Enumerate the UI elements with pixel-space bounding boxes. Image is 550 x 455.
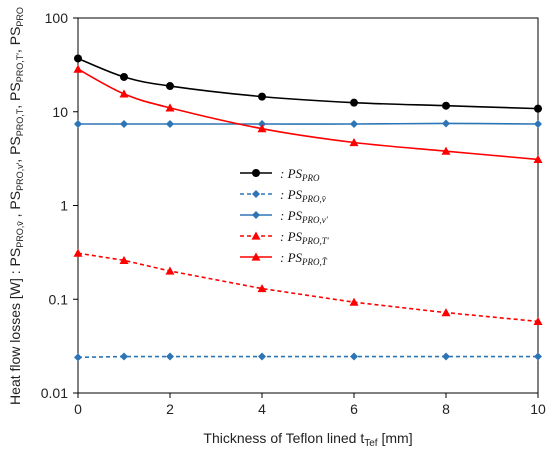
x-tick-label: 0 — [74, 401, 82, 417]
data-point — [533, 316, 543, 326]
data-point — [73, 64, 83, 73]
legend-entry: : PSPRO,v′ — [240, 208, 329, 225]
legend-label: : PSPRO — [280, 166, 320, 183]
legend-marker — [251, 252, 261, 261]
data-point — [74, 353, 82, 362]
legend-label: : PSPRO,v̄ — [280, 187, 326, 204]
data-point — [119, 89, 129, 98]
x-axis-title: Thickness of Teflon lined tTef [mm] — [203, 430, 412, 449]
legend-marker — [252, 169, 260, 177]
legend-marker — [252, 211, 260, 219]
legend-marker — [251, 231, 261, 240]
legend-label: : PSPRO,v′ — [280, 208, 329, 225]
x-tick-label: 2 — [166, 401, 174, 417]
series-1 — [74, 352, 542, 362]
data-point — [74, 120, 82, 129]
data-point — [166, 120, 174, 129]
y-tick-label: 1 — [60, 198, 68, 214]
data-point — [534, 120, 542, 129]
data-point — [166, 82, 174, 91]
data-point — [349, 297, 359, 306]
data-point — [120, 120, 128, 129]
series-line — [78, 122, 539, 125]
legend-entry: : PSPRO — [240, 166, 320, 183]
data-point — [441, 308, 451, 317]
legend-marker — [252, 190, 260, 198]
data-point — [534, 352, 542, 361]
series-0 — [74, 54, 542, 113]
x-tick-label: 10 — [530, 401, 546, 417]
data-point — [165, 266, 175, 275]
y-axis-title: Heat flow losses [W] : PSPRO,v̄ , PSPRO,… — [7, 7, 25, 405]
series-4 — [73, 64, 543, 164]
data-point — [120, 352, 128, 361]
data-point — [349, 137, 359, 147]
data-point — [166, 352, 174, 361]
legend-entry: : PSPRO,v̄ — [240, 187, 326, 204]
x-axis-ticks: 0 2 4 6 8 10 — [74, 393, 546, 417]
series-2 — [74, 119, 542, 129]
data-point — [442, 352, 450, 361]
y-tick-label: 0.01 — [41, 385, 68, 401]
y-tick-label: 10 — [52, 104, 68, 120]
x-tick-label: 8 — [442, 401, 450, 417]
legend-label: : PSPRO,T′ — [280, 229, 330, 246]
x-tick-label: 6 — [350, 401, 358, 417]
data-point — [257, 124, 267, 133]
series-layer — [73, 54, 543, 362]
data-point — [441, 146, 451, 155]
series-3 — [73, 248, 543, 326]
data-point — [73, 248, 83, 257]
plot-area — [77, 17, 539, 394]
data-point — [165, 103, 175, 112]
data-point — [442, 101, 450, 110]
legend-label: : PSPRO,T̄ — [280, 250, 328, 267]
data-point — [350, 98, 358, 107]
data-point — [257, 284, 267, 293]
data-point — [258, 92, 266, 101]
y-axis-ticks: 0.01 0.1 1 10 100 — [41, 10, 78, 401]
legend-entry: : PSPRO,T̄ — [240, 250, 328, 267]
data-point — [258, 120, 266, 129]
y-tick-label: 100 — [45, 10, 69, 26]
y-tick-label: 0.1 — [49, 291, 69, 307]
x-tick-label: 4 — [258, 401, 266, 417]
data-point — [120, 72, 128, 81]
data-point — [258, 352, 266, 361]
data-point — [119, 255, 129, 264]
data-point — [74, 54, 82, 63]
legend: : PSPRO : PSPRO,v̄ : PSPRO,v′ : PSPRO,T′ : P… — [240, 166, 330, 267]
data-point — [350, 352, 358, 361]
data-point — [442, 119, 450, 128]
data-point — [350, 120, 358, 129]
legend-entry: : PSPRO,T′ — [240, 229, 330, 246]
data-point — [533, 154, 543, 164]
data-point — [534, 104, 542, 113]
